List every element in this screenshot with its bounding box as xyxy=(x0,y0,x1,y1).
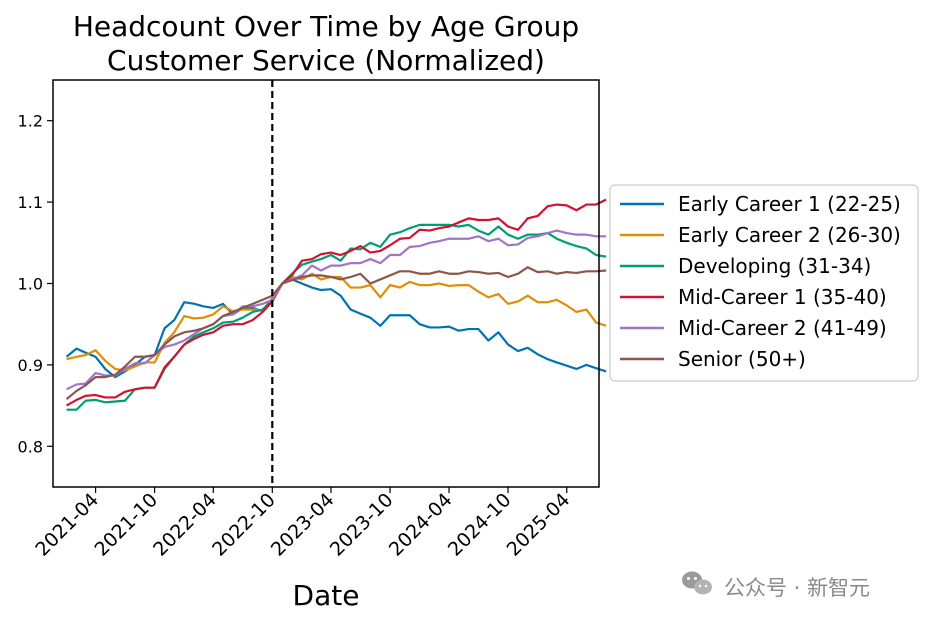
x-tick-label: 2023-04 xyxy=(267,489,339,561)
legend: Early Career 1 (22-25) Early Career 2 (26… xyxy=(609,184,919,382)
y-tick-label: 0.9 xyxy=(18,356,43,375)
y-axis: 0.8 0.9 1.0 1.1 1.2 xyxy=(18,112,53,456)
series-lines xyxy=(65,198,607,411)
watermark: 公众号 · 新智元 xyxy=(682,571,870,600)
series-line-4 xyxy=(66,198,607,407)
legend-frame xyxy=(609,184,919,382)
x-tick-label: 2022-10 xyxy=(208,489,280,561)
y-tick-label: 1.0 xyxy=(18,275,43,294)
x-tick-label: 2022-04 xyxy=(149,489,221,561)
x-tick-label: 2021-10 xyxy=(90,489,162,561)
x-axis: 2021-042021-102022-042022-102023-042023-… xyxy=(31,487,574,561)
series-line-1 xyxy=(65,278,607,379)
plot-frame xyxy=(52,79,600,488)
chart-title: Headcount Over Time by Age Group xyxy=(73,10,579,43)
legend-label: Early Career 2 (26-30) xyxy=(678,223,901,247)
watermark-text: 公众号 · 新智元 xyxy=(724,576,870,600)
chart-subtitle: Customer Service (Normalized) xyxy=(107,44,545,77)
x-tick-label: 2025-04 xyxy=(503,489,575,561)
x-tick-label: 2023-10 xyxy=(326,489,398,561)
x-axis-label: Date xyxy=(293,579,360,612)
series-line-3 xyxy=(66,223,607,411)
series-line-2 xyxy=(66,272,607,372)
y-tick-label: 0.8 xyxy=(18,437,43,456)
y-tick-label: 1.2 xyxy=(18,112,43,131)
x-tick-label: 2021-04 xyxy=(31,489,103,561)
legend-label: Early Career 1 (22-25) xyxy=(678,192,901,216)
y-tick-label: 1.1 xyxy=(18,193,43,212)
legend-label: Senior (50+) xyxy=(678,347,806,371)
x-tick-label: 2024-04 xyxy=(385,489,457,561)
x-tick-label: 2024-10 xyxy=(444,489,516,561)
legend-label: Mid-Career 1 (35-40) xyxy=(678,285,887,309)
legend-label: Mid-Career 2 (41-49) xyxy=(678,316,887,340)
legend-label: Developing (31-34) xyxy=(678,254,871,278)
wechat-icon xyxy=(682,571,712,595)
series-line-6 xyxy=(65,266,607,400)
